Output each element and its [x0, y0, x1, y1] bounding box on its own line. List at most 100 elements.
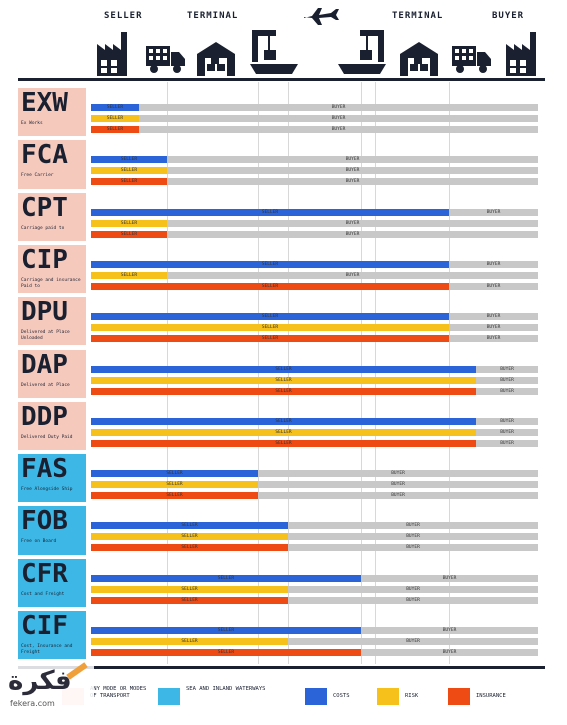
term-description: Cost and Freight	[21, 591, 65, 597]
term-code: CIP	[21, 244, 68, 275]
seller-bar-label: SELLER	[275, 429, 292, 435]
risk-buyer-bar: BUYER	[288, 638, 538, 645]
costs-buyer-bar: BUYER	[167, 156, 538, 164]
port-crane-icon	[246, 22, 302, 82]
buyer-bar-label: BUYER	[486, 209, 501, 215]
insurance-seller-bar: SELLER	[91, 439, 476, 447]
costs-seller-bar: SELLER	[91, 574, 361, 582]
term-box: DPU Delivered at Place Unloaded	[18, 297, 86, 346]
risk-seller-bar: SELLER	[91, 533, 288, 541]
buyer-bar-label: BUYER	[486, 261, 501, 267]
risk-buyer-bar: BUYER	[167, 219, 538, 227]
costs-seller-bar: SELLER	[91, 470, 258, 478]
seller-bar-label: SELLER	[181, 523, 198, 529]
seller-bar-label: SELLER	[181, 639, 198, 644]
term-description: Delivered Duty Paid	[21, 434, 73, 440]
buyer-bar-label: BUYER	[406, 586, 420, 592]
top-divider	[18, 78, 545, 81]
buyer-bar-label: BUYER	[331, 105, 346, 110]
seller-bar-label: SELLER	[120, 157, 138, 163]
buyer-bar-label: BUYER	[406, 534, 420, 540]
seller-bar-label: SELLER	[120, 168, 138, 174]
term-row-fca: FCA Free Carrier SELLER BUYER SELLER BUYER SEL…	[18, 138, 545, 190]
seller-bar-label: SELLER	[217, 628, 235, 633]
buyer-bar-label: BUYER	[406, 545, 420, 551]
truck-icon	[146, 44, 186, 78]
buyer-bar-label: BUYER	[345, 231, 360, 237]
insurance-buyer-bar: BUYER	[288, 544, 538, 552]
insurance-buyer-bar: BUYER	[139, 126, 538, 133]
term-box: CFR Cost and Freight	[18, 558, 86, 607]
warehouse-icon	[197, 40, 235, 80]
term-description: Carriage and insurance Paid to	[21, 277, 81, 289]
buyer-bar-label: BUYER	[500, 388, 514, 394]
seller-bar-label: SELLER	[120, 272, 138, 278]
seller-bar-label: SELLER	[106, 116, 124, 121]
term-box: CPT Carriage paid to	[18, 192, 86, 241]
factory-icon	[95, 30, 129, 80]
buyer-bar-label: BUYER	[345, 179, 360, 185]
legend-risk-label: RISK	[405, 693, 419, 699]
buyer-bar-label: BUYER	[486, 325, 501, 331]
term-row-fob: FOB Free on Board SELLER BUYER SELLER BUYER SE…	[18, 504, 545, 556]
legend-insurance-label: INSURANCE	[476, 693, 506, 699]
legend-costs-label: COSTS	[333, 693, 350, 699]
insurance-buyer-bar: BUYER	[449, 335, 538, 343]
buyer-bar-label: BUYER	[500, 366, 514, 372]
seller-bar-label: SELLER	[217, 650, 235, 655]
costs-buyer-bar: BUYER	[288, 522, 538, 530]
term-row-cpt: CPT Carriage paid to SELLER BUYER SELLER BUYE…	[18, 191, 545, 243]
buyer-bar-label: BUYER	[345, 272, 360, 278]
term-description: Cost, Insurance and Freight	[21, 644, 73, 655]
term-row-dap: DAP Delivered at Place SELLER BUYER SELLER BU…	[18, 348, 545, 400]
seller-bar-label: SELLER	[217, 575, 235, 581]
seller-bar-label: SELLER	[181, 545, 198, 551]
seller-bar-label: SELLER	[166, 471, 183, 477]
insurance-seller-bar: SELLER	[91, 335, 449, 343]
buyer-bar-label: BUYER	[486, 314, 501, 320]
term-box: FAS Free Alongside Ship	[18, 454, 86, 503]
seller-bar-label: SELLER	[120, 179, 138, 185]
costs-buyer-bar: BUYER	[449, 208, 538, 216]
legend-costs-swatch	[305, 688, 327, 705]
seller-bar-label: SELLER	[106, 127, 124, 132]
term-box: FOB Free on Board	[18, 506, 86, 555]
term-code: CPT	[21, 192, 68, 223]
costs-seller-bar: SELLER	[91, 260, 449, 268]
buyer-bar-label: BUYER	[391, 482, 405, 488]
warehouse-icon	[400, 40, 438, 80]
seller-bar-label: SELLER	[275, 377, 292, 383]
term-box: FCA Free Carrier	[18, 140, 86, 189]
term-description: Carriage paid to	[21, 225, 65, 231]
term-row-cfr: CFR Cost and Freight SELLER BUYER SELLER BUYE…	[18, 557, 545, 609]
risk-seller-bar: SELLER	[91, 585, 288, 593]
costs-buyer-bar: BUYER	[476, 417, 538, 425]
risk-seller-bar: SELLER	[91, 115, 139, 122]
costs-seller-bar: SELLER	[91, 365, 476, 373]
seller-bar-label: SELLER	[166, 493, 183, 499]
term-code: FCA	[21, 140, 68, 171]
legend-sea-swatch	[158, 688, 180, 705]
buyer-bar-label: BUYER	[406, 597, 420, 603]
term-code: DPU	[21, 297, 68, 328]
buyer-bar-label: BUYER	[500, 440, 514, 446]
seller-bar-label: SELLER	[120, 231, 138, 237]
term-code: FAS	[21, 454, 68, 485]
term-box: CIF Cost, Insurance and Freight	[18, 611, 86, 660]
term-code: CFR	[21, 558, 68, 589]
term-description: Free on Board	[21, 539, 57, 545]
term-box: DDP Delivered Duty Paid	[18, 401, 86, 451]
seller-bar-label: SELLER	[261, 261, 279, 267]
buyer-bar-label: BUYER	[406, 523, 420, 529]
risk-buyer-bar: BUYER	[167, 167, 538, 175]
port-crane-icon	[334, 22, 390, 82]
grid-line	[167, 82, 168, 664]
risk-buyer-bar: BUYER	[476, 376, 538, 384]
insurance-seller-bar: SELLER	[91, 126, 139, 133]
seller-bar-label: SELLER	[275, 366, 292, 372]
costs-buyer-bar: BUYER	[139, 104, 538, 111]
truck-icon	[452, 44, 492, 78]
legend-insurance-swatch	[448, 688, 470, 705]
buyer-bar-label: BUYER	[345, 168, 360, 174]
seller-bar-label: SELLER	[181, 586, 198, 592]
